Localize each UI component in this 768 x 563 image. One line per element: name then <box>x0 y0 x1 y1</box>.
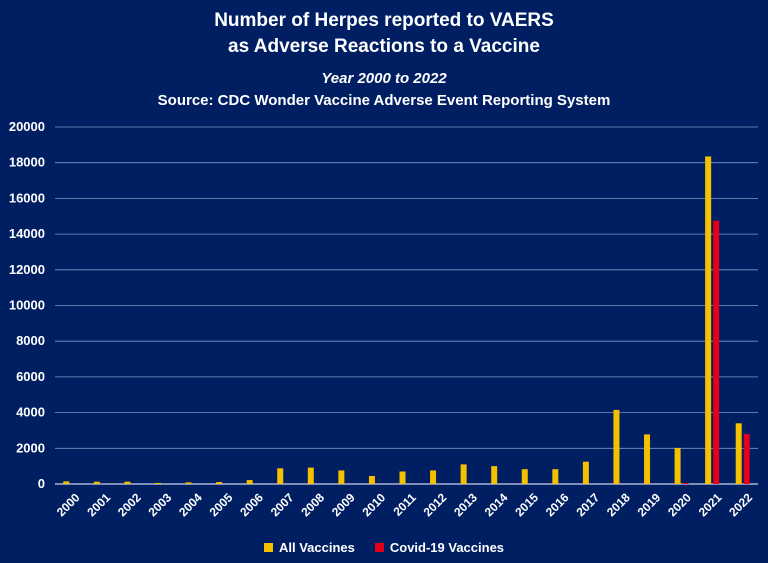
x-tick-label-2004: 2004 <box>176 490 205 519</box>
bar-all-vaccines-2017 <box>582 461 589 484</box>
legend-label-covid-vaccines: Covid-19 Vaccines <box>389 540 505 555</box>
x-tick-label-2022: 2022 <box>726 490 755 519</box>
chart-legend: All Vaccines Covid-19 Vaccines <box>0 540 768 555</box>
bar-all-vaccines-2009 <box>338 470 345 484</box>
bar-all-vaccines-2022 <box>735 423 742 484</box>
bar-all-vaccines-2004 <box>185 482 192 484</box>
chart-title-line2: as Adverse Reactions to a Vaccine <box>228 36 540 57</box>
x-tick-label-2017: 2017 <box>573 490 602 519</box>
x-tick-label-2018: 2018 <box>604 490 633 519</box>
bar-all-vaccines-2003 <box>154 482 161 484</box>
y-tick-label: 6000 <box>16 369 45 384</box>
y-tick-label: 12000 <box>9 262 45 277</box>
x-tick-label-2019: 2019 <box>635 490 664 519</box>
x-tick-label-2006: 2006 <box>237 490 266 519</box>
x-tick-label-2002: 2002 <box>115 490 144 519</box>
bar-all-vaccines-2018 <box>613 409 620 484</box>
x-tick-label-2003: 2003 <box>146 490 175 519</box>
y-tick-label: 20000 <box>9 119 45 134</box>
bar-all-vaccines-2020 <box>674 447 681 484</box>
chart-subtitle: Year 2000 to 2022 <box>321 70 447 87</box>
y-tick-label: 14000 <box>9 226 45 241</box>
y-tick-label: 8000 <box>16 333 45 348</box>
x-tick-label-2011: 2011 <box>391 490 420 519</box>
x-tick-label-2021: 2021 <box>696 490 725 519</box>
legend-swatch-covid-vaccines <box>374 543 384 552</box>
y-tick-label: 10000 <box>9 298 45 313</box>
bar-covid-vaccines-2022 <box>743 434 750 484</box>
bar-all-vaccines-2002 <box>124 481 131 484</box>
y-tick-label: 4000 <box>16 405 45 420</box>
x-tick-label-2005: 2005 <box>207 490 236 519</box>
bar-all-vaccines-2010 <box>368 475 375 484</box>
legend-item-all-vaccines: All Vaccines <box>263 540 355 555</box>
bar-all-vaccines-2011 <box>399 471 406 484</box>
bar-all-vaccines-2000 <box>63 481 70 484</box>
bar-all-vaccines-2001 <box>93 481 100 484</box>
legend-swatch-all-vaccines <box>263 543 273 552</box>
chart-source: Source: CDC Wonder Vaccine Adverse Event… <box>157 92 611 109</box>
x-tick-label-2000: 2000 <box>54 490 83 519</box>
x-tick-label-2007: 2007 <box>268 490 297 519</box>
x-tick-label-2020: 2020 <box>665 490 694 519</box>
bar-all-vaccines-2021 <box>705 156 712 484</box>
bar-covid-vaccines-2021 <box>713 220 720 484</box>
y-tick-label: 2000 <box>16 440 45 455</box>
x-tick-label-2008: 2008 <box>298 490 327 519</box>
x-tick-label-2015: 2015 <box>512 490 541 519</box>
x-tick-label-2016: 2016 <box>543 490 572 519</box>
bar-all-vaccines-2014 <box>491 466 498 484</box>
bar-all-vaccines-2013 <box>460 464 467 484</box>
bar-all-vaccines-2006 <box>246 480 253 484</box>
legend-item-covid-vaccines: Covid-19 Vaccines <box>374 540 505 555</box>
bar-all-vaccines-2005 <box>216 482 223 484</box>
x-tick-label-2013: 2013 <box>451 490 480 519</box>
x-tick-label-2010: 2010 <box>359 490 388 519</box>
x-tick-label-2009: 2009 <box>329 490 358 519</box>
bar-all-vaccines-2019 <box>644 434 651 484</box>
bar-all-vaccines-2007 <box>277 468 284 484</box>
x-tick-label-2012: 2012 <box>421 490 450 519</box>
chart-title-line1: Number of Herpes reported to VAERS <box>214 10 554 31</box>
bar-covid-vaccines-2020 <box>682 482 689 484</box>
bar-all-vaccines-2012 <box>430 470 437 484</box>
bar-all-vaccines-2008 <box>307 467 314 484</box>
bar-all-vaccines-2016 <box>552 469 559 484</box>
bar-all-vaccines-2015 <box>521 469 528 484</box>
x-tick-label-2014: 2014 <box>482 490 511 519</box>
y-tick-label: 16000 <box>9 190 45 205</box>
x-tick-label-2001: 2001 <box>84 490 113 519</box>
y-tick-label: 0 <box>38 476 45 491</box>
legend-label-all-vaccines: All Vaccines <box>278 540 355 555</box>
y-tick-label: 18000 <box>9 155 45 170</box>
